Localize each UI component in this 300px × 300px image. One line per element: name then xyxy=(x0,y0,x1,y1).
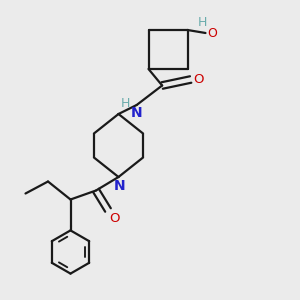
Text: O: O xyxy=(110,212,120,225)
Text: O: O xyxy=(207,26,217,40)
Text: N: N xyxy=(114,178,126,193)
Text: O: O xyxy=(193,73,204,86)
Text: H: H xyxy=(198,16,207,29)
Text: H: H xyxy=(121,97,130,110)
Text: N: N xyxy=(131,106,142,120)
